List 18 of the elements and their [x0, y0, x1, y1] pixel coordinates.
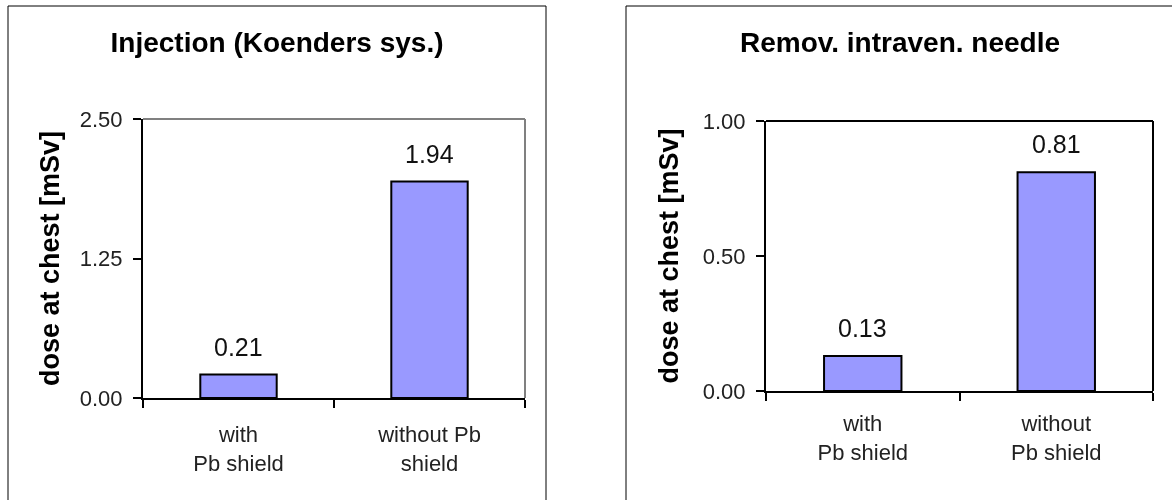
x-tick-label: without Pb shield — [1010, 411, 1102, 465]
y-tick-label: 0.00 — [79, 385, 123, 411]
y-tick-label: 1.00 — [702, 108, 746, 134]
y-axis-title: dose at chest [mSv] — [35, 130, 66, 387]
data-label: 0.13 — [838, 314, 887, 342]
data-label: 0.21 — [214, 333, 263, 361]
y-tick-label: 0.00 — [702, 378, 746, 404]
y-tick-label: 1.25 — [79, 246, 123, 272]
x-tick-label: with Pb shield — [193, 422, 284, 476]
y-tick-label: 2.50 — [79, 106, 123, 132]
x-tick-label: without Pb shield — [377, 422, 481, 476]
chart-title: Remov. intraven. needle — [739, 26, 1061, 58]
chart-title: Injection (Koenders sys.) — [110, 26, 444, 58]
y-tick-label: 0.50 — [702, 243, 746, 269]
y-axis-title: dose at chest [mSv] — [654, 128, 685, 384]
x-tick-label: with Pb shield — [817, 411, 909, 465]
data-label: 1.94 — [405, 140, 454, 168]
data-label: 0.81 — [1032, 130, 1081, 158]
